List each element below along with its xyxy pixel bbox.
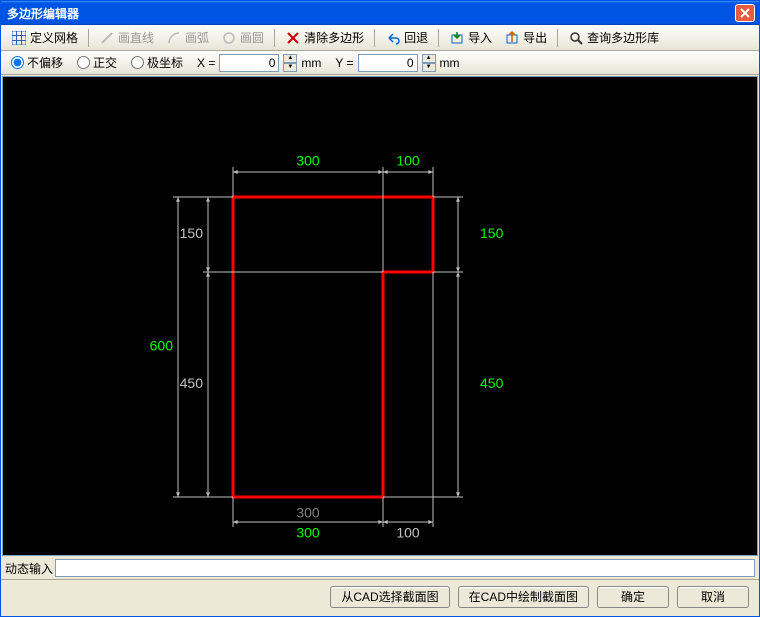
window-titlebar: 多边形编辑器 — [1, 1, 759, 25]
cancel-button[interactable]: 取消 — [677, 586, 749, 608]
draw-circle-button[interactable]: 画圆 — [217, 27, 268, 48]
y-input[interactable] — [358, 54, 418, 72]
polar-radio[interactable]: 极坐标 — [131, 54, 183, 71]
svg-text:150: 150 — [180, 225, 204, 241]
delete-icon — [285, 30, 301, 46]
y-unit: mm — [440, 56, 460, 70]
options-row: 不偏移 正交 极坐标 X = ▲▼ mm Y = ▲▼ mm — [1, 51, 759, 75]
draw-line-button[interactable]: 画直线 — [95, 27, 158, 48]
y-spinner[interactable]: ▲▼ — [422, 54, 436, 72]
clear-polygon-button[interactable]: 清除多边形 — [281, 27, 368, 48]
draw-in-cad-button[interactable]: 在CAD中绘制截面图 — [458, 586, 589, 608]
export-label: 导出 — [523, 29, 547, 46]
query-library-button[interactable]: 查询多边形库 — [564, 27, 663, 48]
svg-text:300: 300 — [296, 153, 320, 169]
svg-text:600: 600 — [150, 338, 174, 354]
draw-arc-label: 画弧 — [185, 29, 209, 46]
polar-label: 极坐标 — [147, 54, 183, 71]
draw-line-label: 画直线 — [118, 29, 154, 46]
window-title: 多边形编辑器 — [7, 5, 735, 22]
dynamic-input-field[interactable] — [55, 559, 755, 577]
x-unit: mm — [301, 56, 321, 70]
svg-text:450: 450 — [480, 375, 504, 391]
line-icon — [99, 30, 115, 46]
undo-button[interactable]: 回退 — [381, 27, 432, 48]
import-label: 导入 — [468, 29, 492, 46]
svg-text:300: 300 — [296, 525, 320, 541]
ortho-radio[interactable]: 正交 — [77, 54, 117, 71]
undo-label: 回退 — [404, 29, 428, 46]
x-spinner[interactable]: ▲▼ — [283, 54, 297, 72]
ok-button[interactable]: 确定 — [597, 586, 669, 608]
clear-polygon-label: 清除多边形 — [304, 29, 364, 46]
x-label: X = — [197, 56, 215, 70]
y-label: Y = — [335, 56, 353, 70]
svg-text:300: 300 — [296, 505, 320, 521]
import-icon — [449, 30, 465, 46]
toolbar-separator — [374, 29, 375, 47]
button-bar: 从CAD选择截面图 在CAD中绘制截面图 确定 取消 — [1, 579, 759, 613]
close-button[interactable] — [735, 4, 755, 22]
search-icon — [568, 30, 584, 46]
circle-icon — [221, 30, 237, 46]
undo-icon — [385, 30, 401, 46]
dynamic-input-row: 动态输入 — [1, 557, 759, 579]
export-icon — [504, 30, 520, 46]
svg-text:100: 100 — [396, 525, 420, 541]
draw-arc-button[interactable]: 画弧 — [162, 27, 213, 48]
no-offset-radio[interactable]: 不偏移 — [11, 54, 63, 71]
no-offset-label: 不偏移 — [27, 54, 63, 71]
export-button[interactable]: 导出 — [500, 27, 551, 48]
toolbar-separator — [274, 29, 275, 47]
define-grid-button[interactable]: 定义网格 — [7, 27, 82, 48]
polar-input[interactable] — [131, 56, 144, 69]
drawing-canvas[interactable]: 300 100 150 450 150 450 600 300 300 100 — [2, 76, 758, 556]
dynamic-input-label: 动态输入 — [5, 560, 53, 577]
svg-text:100: 100 — [396, 153, 420, 169]
grid-icon — [11, 30, 27, 46]
arc-icon — [166, 30, 182, 46]
query-library-label: 查询多边形库 — [587, 29, 659, 46]
main-toolbar: 定义网格 画直线 画弧 画圆 清除多边形 回退 导入 — [1, 25, 759, 51]
select-from-cad-button[interactable]: 从CAD选择截面图 — [330, 586, 449, 608]
define-grid-label: 定义网格 — [30, 29, 78, 46]
ortho-input[interactable] — [77, 56, 90, 69]
svg-text:150: 150 — [480, 225, 504, 241]
no-offset-input[interactable] — [11, 56, 24, 69]
import-button[interactable]: 导入 — [445, 27, 496, 48]
toolbar-separator — [88, 29, 89, 47]
drawing-svg: 300 100 150 450 150 450 600 300 300 100 — [3, 77, 758, 556]
toolbar-separator — [557, 29, 558, 47]
toolbar-separator — [438, 29, 439, 47]
draw-circle-label: 画圆 — [240, 29, 264, 46]
x-input[interactable] — [219, 54, 279, 72]
svg-text:450: 450 — [180, 375, 204, 391]
ortho-label: 正交 — [93, 54, 117, 71]
x-coord-group: X = ▲▼ mm — [197, 54, 321, 72]
y-coord-group: Y = ▲▼ mm — [335, 54, 459, 72]
